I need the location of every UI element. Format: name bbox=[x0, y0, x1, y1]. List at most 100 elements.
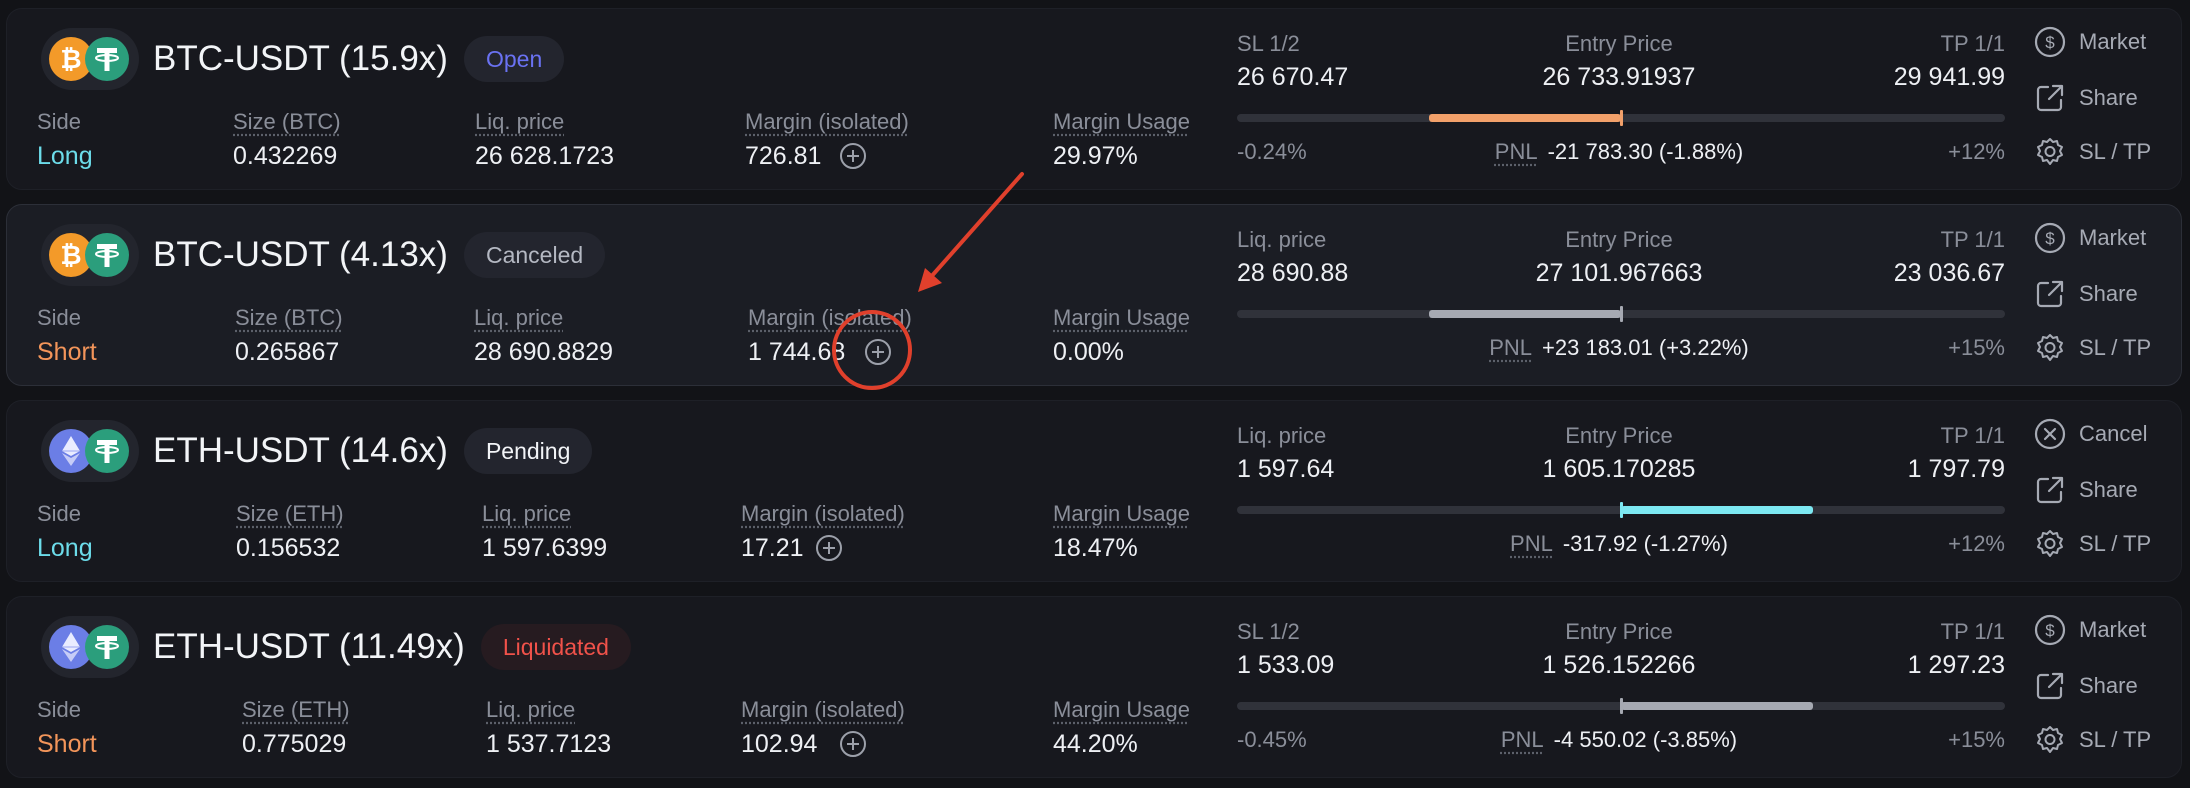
size-label[interactable]: Size (ETH) bbox=[242, 697, 350, 722]
action-label: Share bbox=[2079, 281, 2138, 306]
pnl-label[interactable]: PNL bbox=[1500, 727, 1544, 752]
share-button[interactable]: Share bbox=[2033, 471, 2173, 509]
position-card[interactable]: ₿ BTC-USDT (4.13x) Canceled Side Short S… bbox=[6, 204, 2182, 386]
margin-usage-label[interactable]: Margin Usage bbox=[1053, 305, 1190, 330]
action-label: Market bbox=[2079, 29, 2147, 54]
range-left-label: Liq. price bbox=[1237, 423, 1327, 448]
liq-price-value: 1 597.6399 bbox=[482, 534, 608, 562]
gear-icon bbox=[2033, 331, 2067, 365]
side-value: Long bbox=[37, 534, 93, 562]
entry-price-label: Entry Price bbox=[1565, 227, 1673, 252]
pnl-row: PNL -4 550.02 (-3.85%) bbox=[1233, 727, 2005, 753]
sl-tp-button[interactable]: SL / TP bbox=[2033, 721, 2173, 759]
margin-usage-value: 44.20% bbox=[1053, 730, 1138, 758]
tether-icon bbox=[85, 37, 129, 81]
action-label: Share bbox=[2079, 477, 2138, 502]
coin-pair-icons: ₿ bbox=[41, 28, 139, 90]
pair-header: ₿ BTC-USDT (4.13x) Canceled bbox=[41, 224, 606, 286]
add-margin-button[interactable] bbox=[840, 143, 866, 169]
share-icon bbox=[2033, 669, 2067, 703]
sl-tp-button[interactable]: SL / TP bbox=[2033, 525, 2173, 563]
margin-label[interactable]: Margin (isolated) bbox=[745, 109, 909, 134]
size-value: 0.775029 bbox=[242, 730, 347, 758]
position-card[interactable]: ₿ BTC-USDT (15.9x) Open Side Long Size (… bbox=[6, 8, 2182, 190]
margin-value: 1 744.68 bbox=[748, 338, 846, 366]
sl-tp-button[interactable]: SL / TP bbox=[2033, 133, 2173, 171]
tether-icon bbox=[85, 429, 129, 473]
price-range-panel: SL 1/2 Entry Price TP 1/1 26 670.47 26 7… bbox=[1233, 9, 2005, 191]
market-button[interactable]: $ Market bbox=[2033, 219, 2173, 257]
margin-label[interactable]: Margin (isolated) bbox=[748, 305, 912, 330]
pair-header: ETH-USDT (14.6x) Pending bbox=[41, 420, 593, 482]
size-label[interactable]: Size (BTC) bbox=[235, 305, 343, 330]
dollar-circle-icon: $ bbox=[2033, 221, 2067, 255]
pnl-value: -4 550.02 (-3.85%) bbox=[1553, 727, 1738, 752]
btc-icon: ₿ bbox=[49, 37, 93, 81]
margin-label[interactable]: Margin (isolated) bbox=[741, 697, 905, 722]
liq-price-label[interactable]: Liq. price bbox=[482, 501, 572, 526]
low-percent: -0.24% bbox=[1237, 139, 1307, 164]
margin-usage-value: 29.97% bbox=[1053, 142, 1138, 170]
action-label: SL / TP bbox=[2079, 139, 2152, 164]
liq-price-label[interactable]: Liq. price bbox=[475, 109, 565, 134]
share-button[interactable]: Share bbox=[2033, 667, 2173, 705]
price-range-fill bbox=[1429, 114, 1621, 122]
range-left-value: 26 670.47 bbox=[1237, 63, 1349, 91]
btc-icon: ₿ bbox=[49, 233, 93, 277]
size-label[interactable]: Size (ETH) bbox=[236, 501, 344, 526]
margin-usage-label[interactable]: Margin Usage bbox=[1053, 109, 1190, 134]
share-button[interactable]: Share bbox=[2033, 275, 2173, 313]
market-button[interactable]: $ Market bbox=[2033, 23, 2173, 61]
price-range-fill bbox=[1621, 506, 1813, 514]
add-margin-button[interactable] bbox=[816, 535, 842, 561]
entry-price-label: Entry Price bbox=[1565, 31, 1673, 56]
add-margin-button[interactable] bbox=[840, 731, 866, 757]
dollar-circle-icon: $ bbox=[2033, 25, 2067, 59]
liq-price-value: 28 690.8829 bbox=[474, 338, 614, 366]
pair-title: ETH-USDT (14.6x) bbox=[153, 431, 448, 470]
market-button[interactable]: $ Market bbox=[2033, 611, 2173, 649]
tp-label: TP 1/1 bbox=[1940, 227, 2005, 252]
action-label: SL / TP bbox=[2079, 727, 2152, 752]
entry-marker bbox=[1620, 502, 1623, 518]
pnl-row: PNL -317.92 (-1.27%) bbox=[1233, 531, 2005, 557]
pnl-label[interactable]: PNL bbox=[1510, 531, 1553, 556]
cancel-button[interactable]: Cancel bbox=[2033, 415, 2173, 453]
price-range-bar bbox=[1237, 110, 2005, 126]
entry-marker bbox=[1620, 110, 1623, 126]
margin-usage-label[interactable]: Margin Usage bbox=[1053, 501, 1190, 526]
entry-marker bbox=[1620, 306, 1623, 322]
svg-text:$: $ bbox=[2045, 621, 2055, 640]
entry-price-label: Entry Price bbox=[1565, 423, 1673, 448]
size-label[interactable]: Size (BTC) bbox=[233, 109, 341, 134]
status-badge: Canceled bbox=[463, 232, 606, 278]
margin-usage-value: 18.47% bbox=[1053, 534, 1138, 562]
svg-text:₿: ₿ bbox=[60, 44, 81, 74]
sl-tp-button[interactable]: SL / TP bbox=[2033, 329, 2173, 367]
entry-price-value: 26 733.91937 bbox=[1542, 63, 1696, 91]
margin-usage-label[interactable]: Margin Usage bbox=[1053, 697, 1190, 722]
pnl-label[interactable]: PNL bbox=[1489, 335, 1533, 360]
side-label: Side bbox=[37, 305, 82, 330]
pnl-value: -317.92 (-1.27%) bbox=[1562, 531, 1728, 556]
tether-icon bbox=[85, 625, 129, 669]
coin-pair-icons bbox=[41, 420, 139, 482]
margin-label[interactable]: Margin (isolated) bbox=[741, 501, 905, 526]
tp-value: 29 941.99 bbox=[1893, 63, 2005, 91]
coin-pair-icons bbox=[41, 616, 139, 678]
liq-price-label[interactable]: Liq. price bbox=[474, 305, 564, 330]
add-margin-button[interactable] bbox=[865, 339, 891, 365]
share-button[interactable]: Share bbox=[2033, 79, 2173, 117]
price-range-bar bbox=[1237, 306, 2005, 322]
position-card[interactable]: ETH-USDT (11.49x) Liquidated Side Short … bbox=[6, 596, 2182, 778]
liq-price-label[interactable]: Liq. price bbox=[486, 697, 576, 722]
position-card[interactable]: ETH-USDT (14.6x) Pending Side Long Size … bbox=[6, 400, 2182, 582]
pnl-label[interactable]: PNL bbox=[1494, 139, 1538, 164]
entry-price-value: 1 526.152266 bbox=[1542, 651, 1696, 679]
pair-header: ₿ BTC-USDT (15.9x) Open bbox=[41, 28, 565, 90]
action-label: Share bbox=[2079, 85, 2138, 110]
status-badge: Liquidated bbox=[480, 624, 631, 670]
action-label: Market bbox=[2079, 225, 2147, 250]
pnl-row: PNL -21 783.30 (-1.88%) bbox=[1233, 139, 2005, 165]
range-left-label: SL 1/2 bbox=[1237, 31, 1300, 56]
